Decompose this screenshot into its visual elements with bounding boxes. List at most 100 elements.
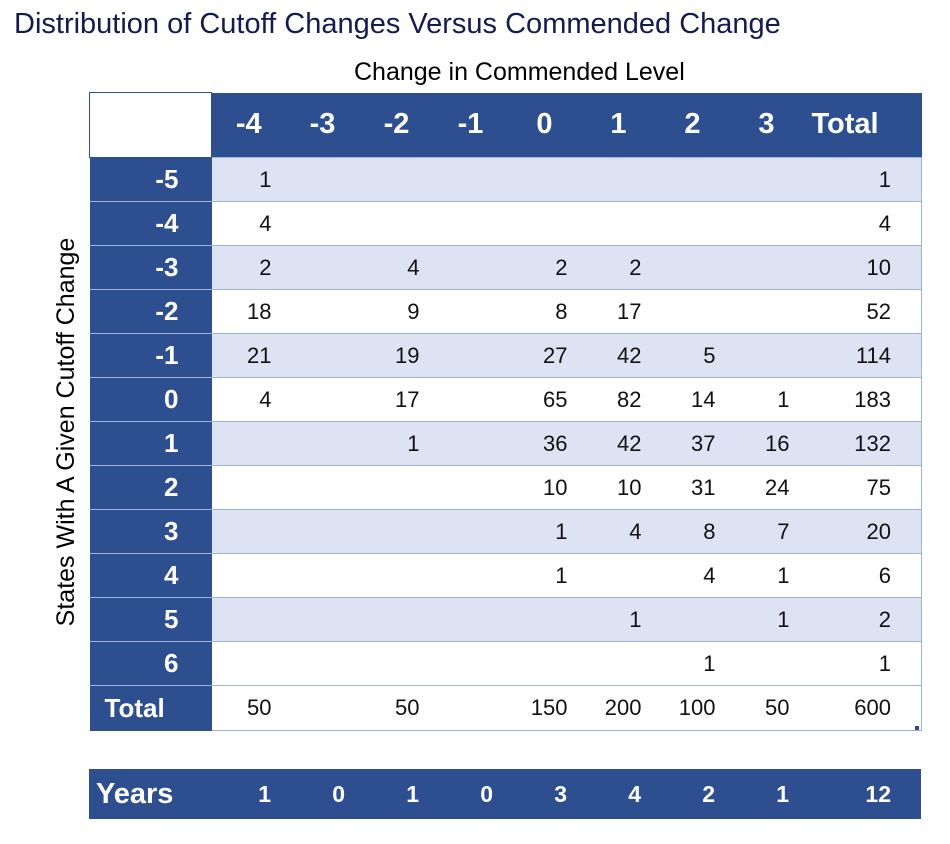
table-cell xyxy=(285,157,360,202)
table-cell xyxy=(581,641,656,686)
column-header: 0 xyxy=(507,92,582,158)
years-cell: 4 xyxy=(581,769,655,819)
table-cell: 5 xyxy=(655,333,730,378)
table-cell xyxy=(285,509,360,554)
row-header: 4 xyxy=(89,553,212,598)
table-cell xyxy=(285,421,360,466)
table-cell xyxy=(433,509,508,554)
table-cell xyxy=(433,201,508,246)
total-cell: 100 xyxy=(655,685,730,731)
table-cell xyxy=(285,245,360,290)
years-row: Years 1 0 1 0 3 4 2 1 12 xyxy=(89,769,921,819)
table-cell: 42 xyxy=(581,333,656,378)
table-cell xyxy=(433,377,508,422)
table-cell: 36 xyxy=(507,421,582,466)
table-cell xyxy=(729,157,804,202)
table-cell xyxy=(211,641,286,686)
table-cell: 24 xyxy=(729,465,804,510)
table-cell: 27 xyxy=(507,333,582,378)
table-cell xyxy=(359,641,434,686)
table-cell xyxy=(285,641,360,686)
table-cell: 2 xyxy=(507,245,582,290)
total-cell: 200 xyxy=(581,685,656,731)
table-cell: 19 xyxy=(359,333,434,378)
table-cell xyxy=(655,245,730,290)
years-cell: 0 xyxy=(285,769,359,819)
row-header: 0 xyxy=(89,377,212,422)
row-axis-label: States With A Given Cutoff Change xyxy=(52,237,80,627)
row-header: 5 xyxy=(89,597,212,642)
table-row: -5 1 1 xyxy=(89,157,922,202)
table-cell: 42 xyxy=(581,421,656,466)
table-cell xyxy=(433,641,508,686)
column-header: -1 xyxy=(433,92,508,158)
table-cell: 2 xyxy=(211,245,286,290)
table-cell: 10 xyxy=(507,465,582,510)
row-header: 3 xyxy=(89,509,212,554)
table-cell xyxy=(359,509,434,554)
table-cell xyxy=(433,553,508,598)
table-cell xyxy=(285,597,360,642)
table-cell xyxy=(507,641,582,686)
years-cell: 0 xyxy=(433,769,507,819)
table-cell xyxy=(581,157,656,202)
table-cell xyxy=(507,201,582,246)
table-cell xyxy=(285,465,360,510)
chart-title: Distribution of Cutoff Changes Versus Co… xyxy=(14,8,781,40)
years-cell: 1 xyxy=(359,769,433,819)
table-cell: 4 xyxy=(211,201,286,246)
table-cell xyxy=(285,553,360,598)
total-row: Total 50 50 150 200 100 50 600 xyxy=(89,685,922,731)
total-cell: 50 xyxy=(359,685,434,731)
years-cell: 3 xyxy=(507,769,581,819)
table-cell xyxy=(655,289,730,334)
table-cell xyxy=(433,597,508,642)
table-cell: 1 xyxy=(211,157,286,202)
table-cell: 2 xyxy=(581,245,656,290)
table-cell xyxy=(285,201,360,246)
table-cell xyxy=(211,509,286,554)
table-cell xyxy=(433,245,508,290)
table-cell xyxy=(285,377,360,422)
table-cell xyxy=(729,201,804,246)
column-header: -3 xyxy=(285,92,360,158)
table-cell: 1 xyxy=(729,377,804,422)
column-header: -2 xyxy=(359,92,434,158)
years-cell: 12 xyxy=(803,769,921,819)
header-corner-cell xyxy=(89,92,212,158)
table-row: -4 4 4 xyxy=(89,201,922,246)
table-cell xyxy=(729,333,804,378)
table-cell: 132 xyxy=(803,421,922,466)
table-cell xyxy=(359,201,434,246)
total-cell xyxy=(285,685,360,731)
years-cell: 1 xyxy=(211,769,285,819)
table-cell: 1 xyxy=(729,597,804,642)
total-cell: 50 xyxy=(729,685,804,731)
table-cell: 7 xyxy=(729,509,804,554)
table-cell xyxy=(433,157,508,202)
table-cell: 4 xyxy=(803,201,922,246)
row-header: -3 xyxy=(89,245,212,290)
table-cell xyxy=(729,641,804,686)
table-cell: 75 xyxy=(803,465,922,510)
row-header: -2 xyxy=(89,289,212,334)
total-cell: 50 xyxy=(211,685,286,731)
table-cell xyxy=(507,597,582,642)
table-cell xyxy=(655,597,730,642)
table-cell: 1 xyxy=(581,597,656,642)
table-cell xyxy=(729,245,804,290)
row-header: -5 xyxy=(89,157,212,202)
table-cell: 8 xyxy=(655,509,730,554)
table-cell xyxy=(729,289,804,334)
table-row: -3 2 4 2 2 10 xyxy=(89,245,922,290)
table-cell: 114 xyxy=(803,333,922,378)
table-cell: 2 xyxy=(803,597,922,642)
table-cell: 14 xyxy=(655,377,730,422)
table-cell: 4 xyxy=(655,553,730,598)
table-row: 0 4 17 65 82 14 1 183 xyxy=(89,377,922,422)
table-cell: 6 xyxy=(803,553,922,598)
table-cell xyxy=(433,421,508,466)
table-cell: 16 xyxy=(729,421,804,466)
row-header: -4 xyxy=(89,201,212,246)
